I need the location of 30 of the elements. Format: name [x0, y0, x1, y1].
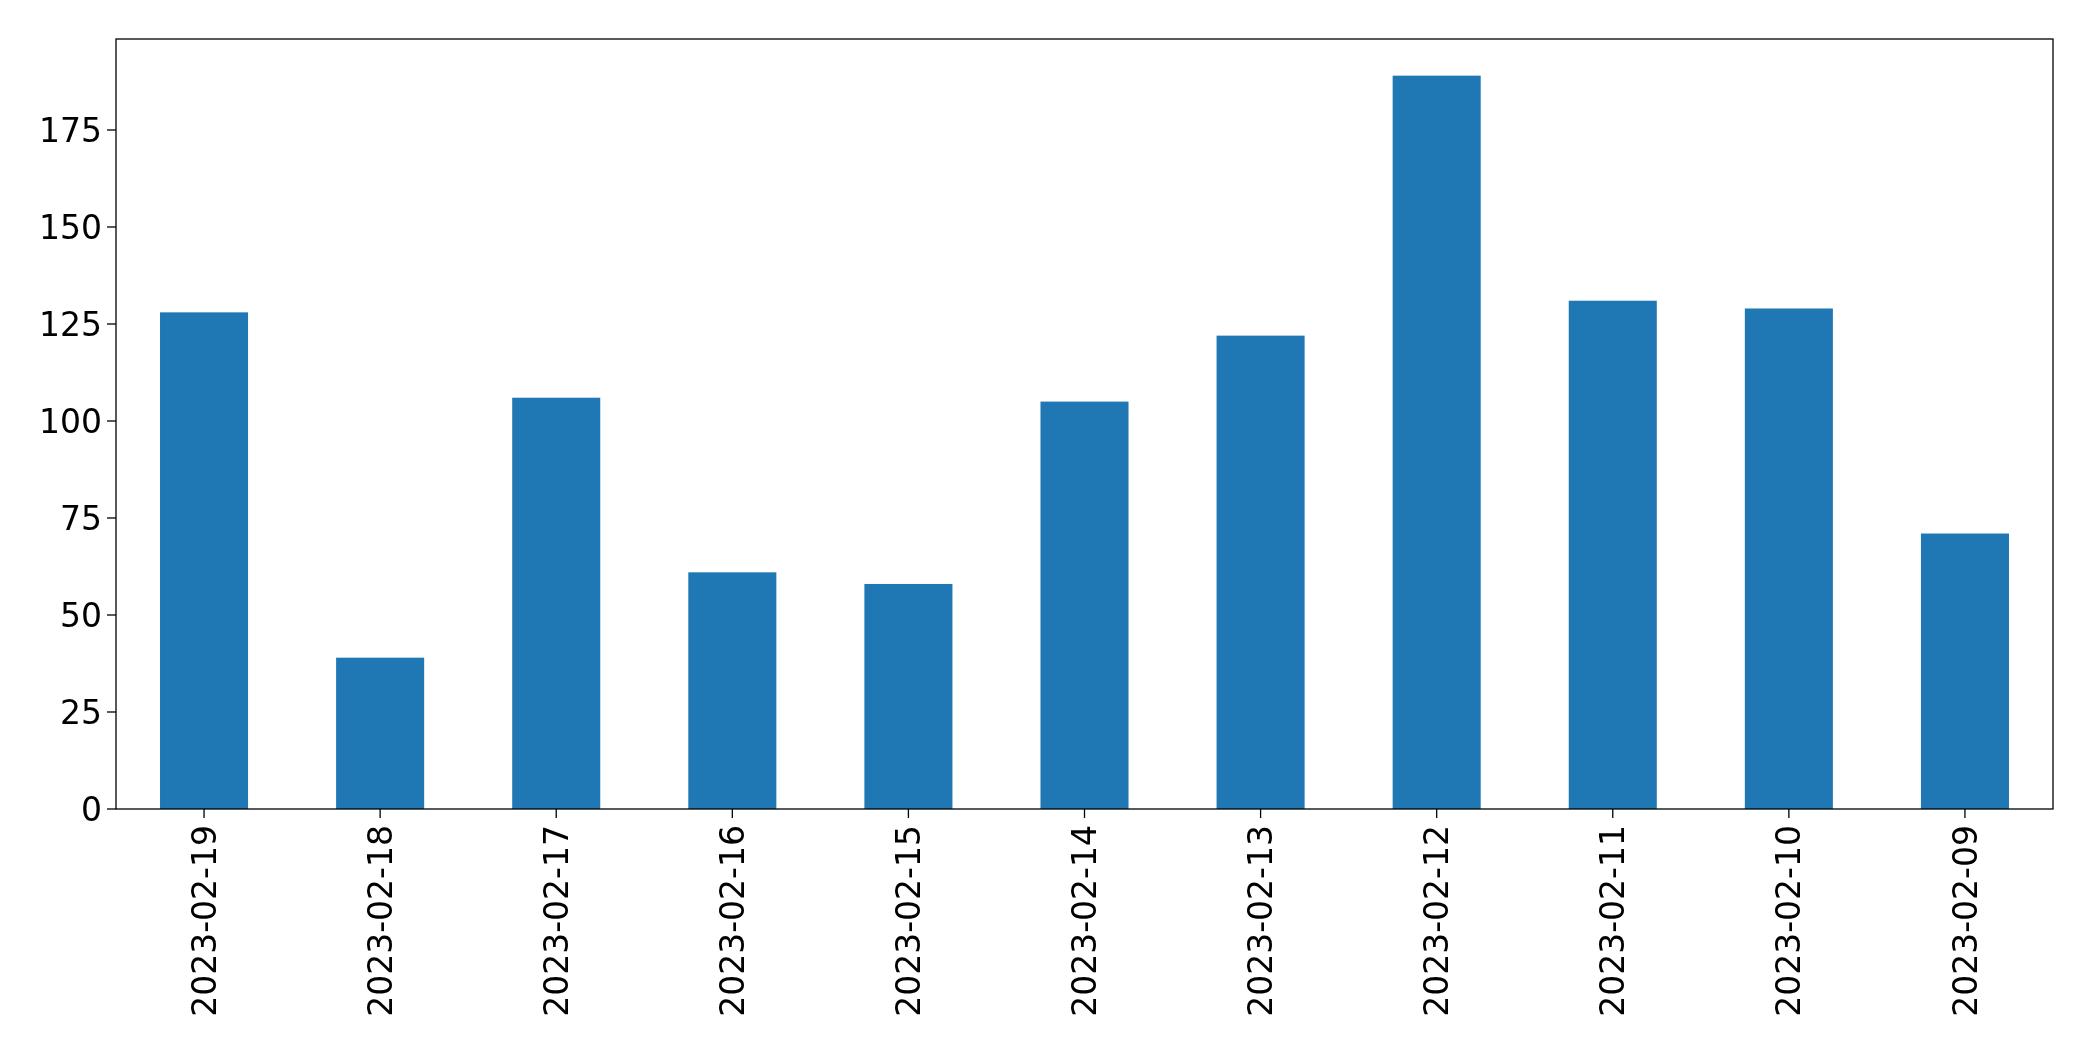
bar	[1040, 401, 1129, 809]
x-tick-label: 2023-02-14	[1065, 825, 1105, 1017]
x-tick-label: 2023-02-16	[712, 825, 752, 1017]
bar	[1392, 75, 1481, 809]
x-tick-label: 2023-02-11	[1593, 825, 1633, 1017]
bar	[1568, 300, 1657, 809]
bar	[864, 583, 953, 809]
x-tick-label: 2023-02-09	[1945, 825, 1985, 1017]
bar	[1744, 308, 1833, 809]
y-tick-label: 125	[39, 304, 102, 344]
bar	[336, 657, 425, 809]
x-tick-label: 2023-02-17	[536, 825, 576, 1017]
y-tick-label: 50	[60, 595, 102, 635]
y-tick-label: 100	[39, 401, 102, 441]
bar	[1216, 335, 1305, 809]
y-tick-label: 150	[39, 207, 102, 247]
y-tick-label: 0	[81, 789, 102, 829]
bar	[688, 572, 777, 809]
bar	[512, 397, 601, 809]
y-tick-label: 25	[60, 692, 102, 732]
x-tick-label: 2023-02-18	[360, 825, 400, 1017]
y-tick-label: 75	[60, 498, 102, 538]
x-tick-label: 2023-02-13	[1241, 825, 1281, 1017]
y-tick-label: 175	[39, 110, 102, 150]
bar	[160, 312, 249, 809]
x-tick-label: 2023-02-15	[888, 825, 928, 1017]
bar	[1920, 533, 2009, 809]
x-tick-label: 2023-02-10	[1769, 825, 1809, 1017]
x-tick-label: 2023-02-12	[1417, 825, 1457, 1017]
x-tick-label: 2023-02-19	[184, 825, 224, 1017]
